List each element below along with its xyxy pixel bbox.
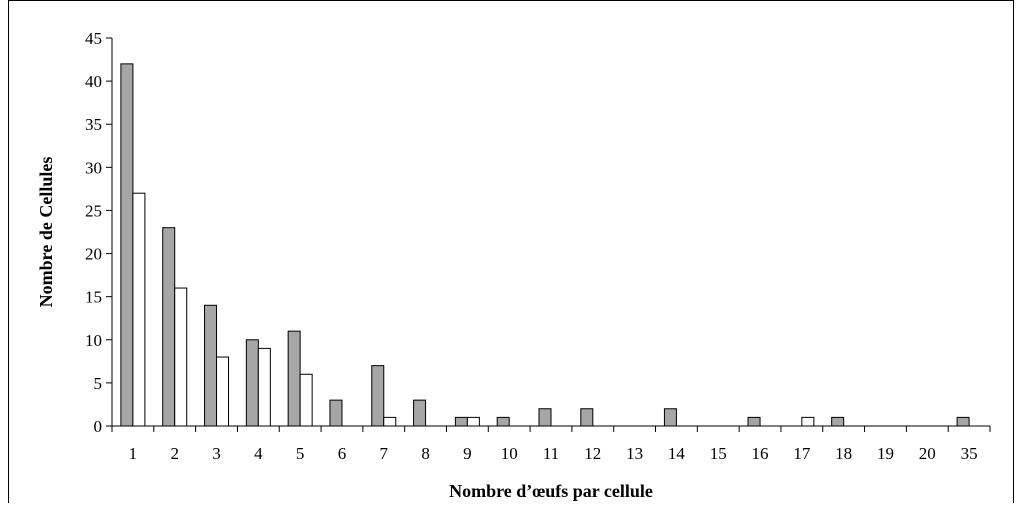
- y-axis-ticks: 0 5 10 15 20 25 30 35 40 45: [85, 29, 112, 436]
- bar-series-2: [801, 416, 815, 427]
- x-tick-label: 12: [584, 444, 601, 463]
- y-tick-label: 30: [85, 158, 102, 177]
- y-axis-title: Nombre de Cellules: [36, 157, 56, 308]
- bar-series-2: [174, 287, 188, 427]
- bar-series-1: [329, 399, 343, 427]
- x-axis-ticks: 1 2 3 4 5 6 7 8 9 10 11 12 13 14 15 16 17 18 19 20 35: [111, 426, 991, 463]
- bar-series-1: [287, 330, 301, 427]
- x-tick-label: 16: [752, 444, 769, 463]
- y-tick-label: 5: [94, 374, 103, 393]
- x-tick-label: 10: [501, 444, 518, 463]
- bar-series-2: [132, 192, 146, 427]
- bar-series-1: [831, 416, 845, 427]
- bars: [120, 63, 970, 427]
- bar-series-1: [580, 408, 594, 427]
- bar-series-2: [216, 356, 230, 427]
- x-tick-label: 18: [835, 444, 852, 463]
- bar-series-1: [162, 227, 176, 427]
- x-tick-label: 5: [296, 444, 305, 463]
- x-tick-label: 14: [668, 444, 686, 463]
- x-tick-label: 19: [877, 444, 894, 463]
- x-tick-label: 2: [170, 444, 179, 463]
- bar-series-1: [413, 399, 427, 427]
- y-tick-label: 0: [94, 417, 103, 436]
- x-tick-label: 4: [254, 444, 263, 463]
- bar-series-1: [956, 416, 970, 427]
- bar-series-2: [383, 416, 397, 427]
- y-tick-label: 25: [85, 201, 102, 220]
- bar-series-1: [747, 416, 761, 427]
- y-tick-label: 40: [85, 72, 102, 91]
- y-tick-label: 45: [85, 29, 102, 48]
- bar-series-2: [299, 373, 313, 427]
- bar-series-1: [120, 63, 134, 427]
- x-tick-label: 15: [710, 444, 727, 463]
- bar-series-1: [538, 408, 552, 427]
- x-tick-label: 1: [129, 444, 138, 463]
- x-tick-label: 35: [961, 444, 978, 463]
- x-tick-label: 8: [421, 444, 430, 463]
- y-tick-label: 35: [85, 115, 102, 134]
- x-tick-label: 17: [793, 444, 811, 463]
- bar-series-1: [371, 365, 385, 427]
- bar-series-1: [245, 339, 259, 427]
- bar-series-1: [204, 304, 218, 427]
- y-tick-label: 10: [85, 331, 102, 350]
- x-tick-label: 6: [338, 444, 347, 463]
- x-tick-label: 3: [212, 444, 221, 463]
- chart-frame: [8, 0, 1014, 503]
- y-tick-label: 15: [85, 288, 102, 307]
- x-tick-label: 20: [919, 444, 936, 463]
- bar-series-2: [257, 347, 271, 427]
- x-tick-label: 7: [380, 444, 389, 463]
- x-axis-title: Nombre d’œufs par cellule: [449, 481, 653, 501]
- bar-series-1: [496, 416, 510, 427]
- x-tick-label: 9: [463, 444, 472, 463]
- x-tick-label: 11: [543, 444, 559, 463]
- bar-series-1: [454, 416, 468, 427]
- x-tick-label: 13: [626, 444, 643, 463]
- y-tick-label: 20: [85, 245, 102, 264]
- bar-series-1: [663, 408, 677, 427]
- bar-series-2: [466, 416, 480, 427]
